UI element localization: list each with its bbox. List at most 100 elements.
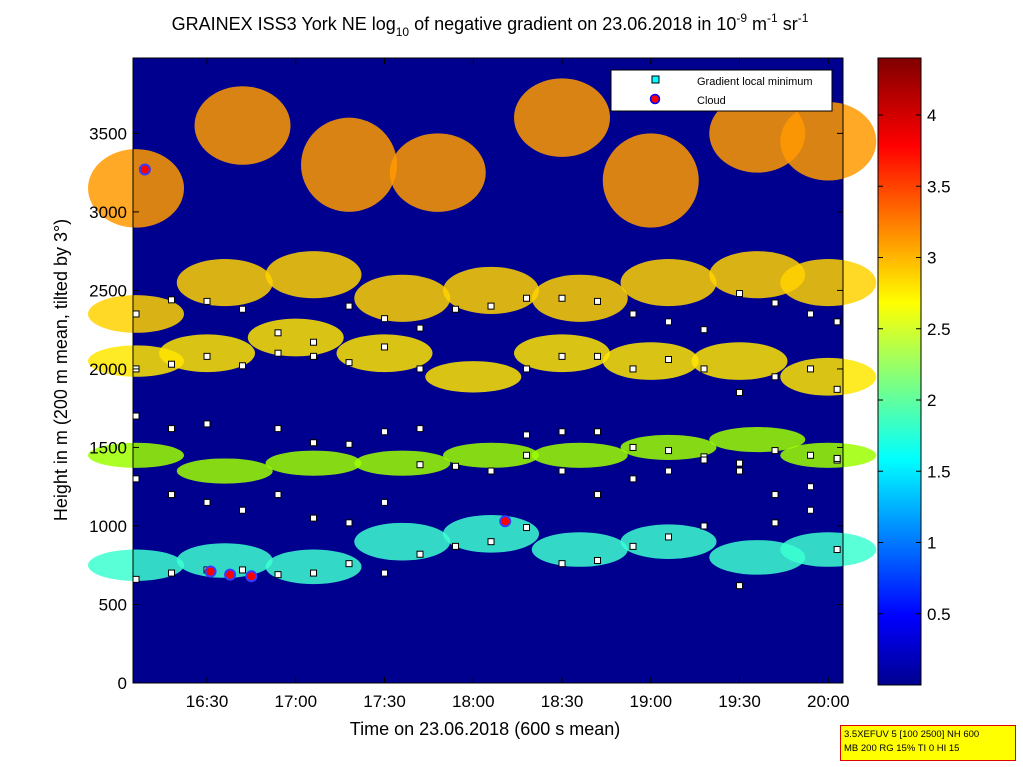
colorbar-tick-label: 2.5: [927, 320, 951, 339]
gradient-minimum-marker: [771, 447, 779, 455]
gradient-minimum-marker: [416, 425, 424, 433]
plot-area: [88, 57, 877, 684]
cloud-marker: [204, 565, 217, 578]
gradient-minimum-marker: [771, 299, 779, 307]
heatmap-band: [780, 101, 877, 181]
gradient-minimum-marker: [239, 566, 247, 574]
x-tick-label: 19:00: [629, 692, 672, 711]
x-tick-label: 18:00: [452, 692, 495, 711]
heatmap-band: [88, 549, 185, 581]
annotation-line-2: MB 200 RG 15% TI 0 HI 15: [844, 743, 960, 754]
gradient-minimum-marker: [807, 483, 815, 491]
x-tick-label: 18:30: [541, 692, 584, 711]
heatmap-band: [425, 361, 522, 393]
gradient-minimum-marker: [736, 388, 744, 396]
heatmap-band: [354, 522, 451, 561]
y-tick-label: 500: [99, 595, 127, 614]
marker-layer: [132, 163, 841, 590]
y-tick-label: 1000: [89, 517, 127, 536]
heatmap-band: [247, 318, 344, 357]
heatmap-band: [514, 78, 611, 157]
gradient-minimum-marker: [629, 542, 637, 550]
gradient-minimum-marker: [700, 456, 708, 464]
gradient-minimum-marker: [168, 425, 176, 433]
colorbar-tick-label: 1: [927, 534, 936, 553]
gradient-minimum-marker: [523, 365, 531, 373]
heatmap-band: [531, 442, 628, 468]
heatmap-band: [780, 442, 877, 468]
gradient-minimum-marker: [310, 569, 318, 577]
colorbar-tick-label: 2: [927, 391, 936, 410]
gradient-minimum-marker: [736, 290, 744, 298]
gradient-minimum-marker: [771, 373, 779, 381]
plot-frame: [132, 57, 844, 684]
gradient-minimum-marker: [452, 462, 460, 470]
gradient-minimum-marker: [381, 569, 389, 577]
gradient-minimum-marker: [487, 467, 495, 475]
gradient-minimum-marker: [771, 519, 779, 527]
y-tick-label: 2500: [89, 281, 127, 300]
y-axis-label: Height in m (200 m mean, tilted by 3°): [51, 219, 71, 521]
heatmap-band: [88, 149, 185, 228]
gradient-minimum-marker: [416, 461, 424, 469]
gradient-minimum-marker: [132, 412, 140, 420]
heatmap-band: [194, 86, 291, 165]
gradient-minimum-marker: [833, 385, 841, 393]
gradient-minimum-marker: [736, 459, 744, 467]
gradient-minimum-marker: [168, 296, 176, 304]
x-axis-label: Time on 23.06.2018 (600 s mean): [350, 719, 621, 739]
gradient-minimum-marker: [558, 294, 566, 302]
gradient-minimum-marker: [594, 557, 602, 565]
heatmap-band: [602, 342, 699, 380]
gradient-minimum-marker: [594, 352, 602, 360]
gradient-minimum-marker: [629, 365, 637, 373]
colorbar-tick-label: 3: [927, 249, 936, 268]
gradient-minimum-marker: [594, 491, 602, 499]
gradient-minimum-marker: [381, 428, 389, 436]
heatmap-band: [265, 251, 362, 299]
heatmap-band: [443, 514, 540, 553]
legend-minimum-label: Gradient local minimum: [697, 76, 813, 88]
gradient-minimum-marker: [310, 514, 318, 522]
y-tick-label: 3500: [89, 124, 127, 143]
heatmap-band: [301, 117, 398, 212]
gradient-minimum-marker: [345, 359, 353, 367]
x-tick-label: 19:30: [718, 692, 761, 711]
gradient-minimum-marker: [345, 519, 353, 527]
cloud-marker: [499, 515, 512, 528]
gradient-minimum-marker: [274, 491, 282, 499]
gradient-minimum-marker: [807, 310, 815, 318]
annotation-line-1: 3.5XEFUV 5 [100 2500] NH 600: [844, 729, 980, 740]
gradient-minimum-marker: [665, 467, 673, 475]
y-tick-label: 2000: [89, 360, 127, 379]
gradient-minimum-marker: [274, 425, 282, 433]
gradient-minimum-marker: [665, 356, 673, 364]
gradient-minimum-marker: [558, 352, 566, 360]
heatmap-band: [176, 259, 273, 307]
gradient-minimum-marker: [736, 582, 744, 590]
gradient-minimum-marker: [700, 522, 708, 530]
heatmap-band: [780, 259, 877, 307]
heatmap-band: [620, 524, 717, 559]
legend-cloud-marker: [649, 93, 661, 105]
y-tick-label: 3000: [89, 203, 127, 222]
heatmap-band: [176, 458, 273, 484]
colorbar-tick-label: 3.5: [927, 177, 951, 196]
heatmap-band: [176, 543, 273, 578]
gradient-minimum-marker: [274, 349, 282, 357]
gradient-minimum-marker: [345, 560, 353, 568]
gradient-minimum-marker: [452, 305, 460, 313]
colorbar-tick-label: 4: [927, 106, 936, 125]
colorbar-tick-label: 1.5: [927, 462, 951, 481]
gradient-minimum-marker: [452, 542, 460, 550]
gradient-minimum-marker: [203, 420, 211, 428]
cloud-marker: [245, 570, 258, 583]
heatmap-band: [265, 450, 362, 476]
heatmap-band: [709, 94, 806, 173]
cloud-marker: [224, 568, 237, 581]
gradient-minimum-marker: [523, 294, 531, 302]
gradient-minimum-marker: [310, 338, 318, 346]
gradient-minimum-marker: [807, 451, 815, 459]
gradient-minimum-marker: [629, 310, 637, 318]
colorbar-tick-label: 0.5: [927, 605, 951, 624]
